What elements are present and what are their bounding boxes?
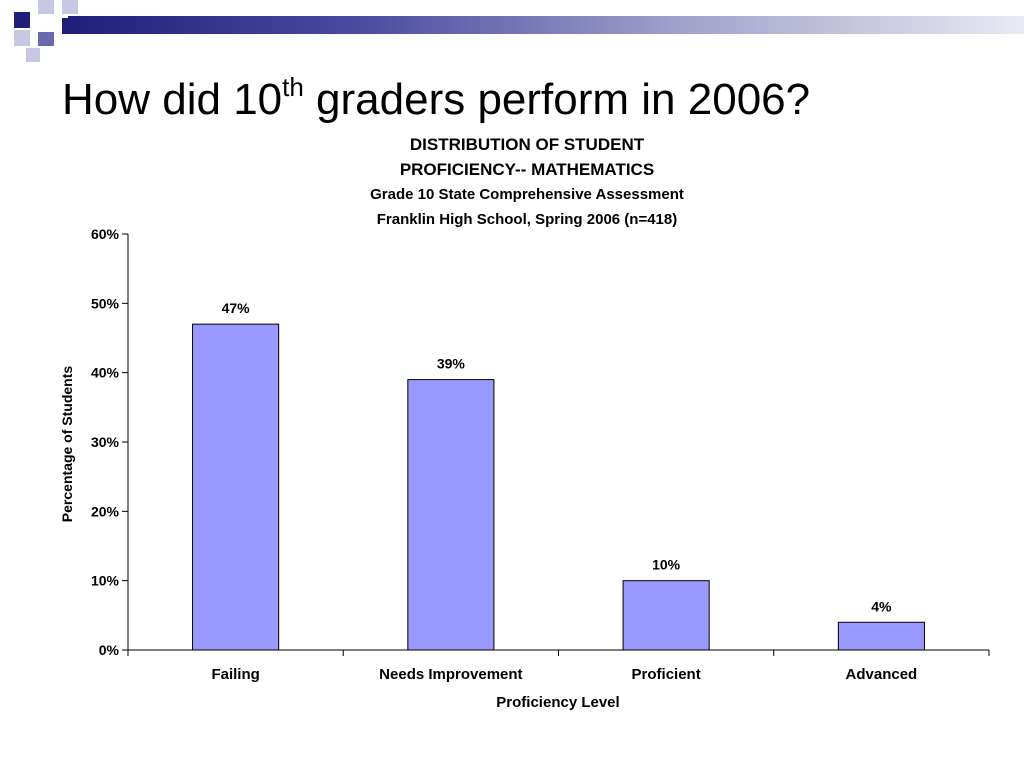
bar-failing	[192, 323, 280, 651]
bar-proficient	[622, 580, 710, 651]
y-tick-label: 40%	[91, 365, 120, 381]
bar-advanced	[837, 621, 925, 651]
y-axis-title: Percentage of Students	[59, 366, 75, 523]
y-tick-label: 10%	[91, 573, 120, 589]
y-tick-label: 60%	[91, 226, 120, 242]
header-gradient-band	[68, 16, 1024, 34]
chart-title-line-1: DISTRIBUTION OF STUDENT	[409, 135, 645, 154]
slide-title-text: How did 10	[62, 75, 283, 124]
data-label: 10%	[652, 557, 681, 573]
x-tick-label: Advanced	[846, 666, 918, 683]
data-label: 47%	[222, 300, 251, 316]
slide-title-text-rest: graders perform in 2006?	[303, 75, 811, 124]
chart-subtitle-line-1: Grade 10 State Comprehensive Assessment	[370, 186, 684, 203]
decorative-squares	[14, 0, 78, 62]
slide-title: How did 10th graders perform in 2006?	[62, 70, 810, 135]
x-axis-title: Proficiency Level	[496, 694, 619, 711]
data-label: 4%	[871, 598, 892, 614]
chart-subtitle-line-2: Franklin High School, Spring 2006 (n=418…	[376, 211, 678, 228]
y-tick-label: 20%	[91, 503, 120, 519]
y-tick-label: 0%	[99, 642, 120, 658]
chart-title-block: DISTRIBUTION OF STUDENT PROFICIENCY-- MA…	[227, 132, 827, 232]
y-tick-label: 30%	[91, 434, 120, 450]
x-tick-label: Needs Improvement	[379, 666, 522, 683]
x-tick-label: Failing	[211, 666, 259, 683]
slide-title-superscript: th	[282, 72, 304, 102]
x-tick-label: Proficient	[632, 666, 701, 683]
y-tick-label: 50%	[91, 295, 120, 311]
chart-title-line-2: PROFICIENCY-- MATHEMATICS	[399, 160, 655, 179]
data-label: 39%	[437, 356, 466, 372]
bar-needs-improvement	[407, 379, 495, 651]
